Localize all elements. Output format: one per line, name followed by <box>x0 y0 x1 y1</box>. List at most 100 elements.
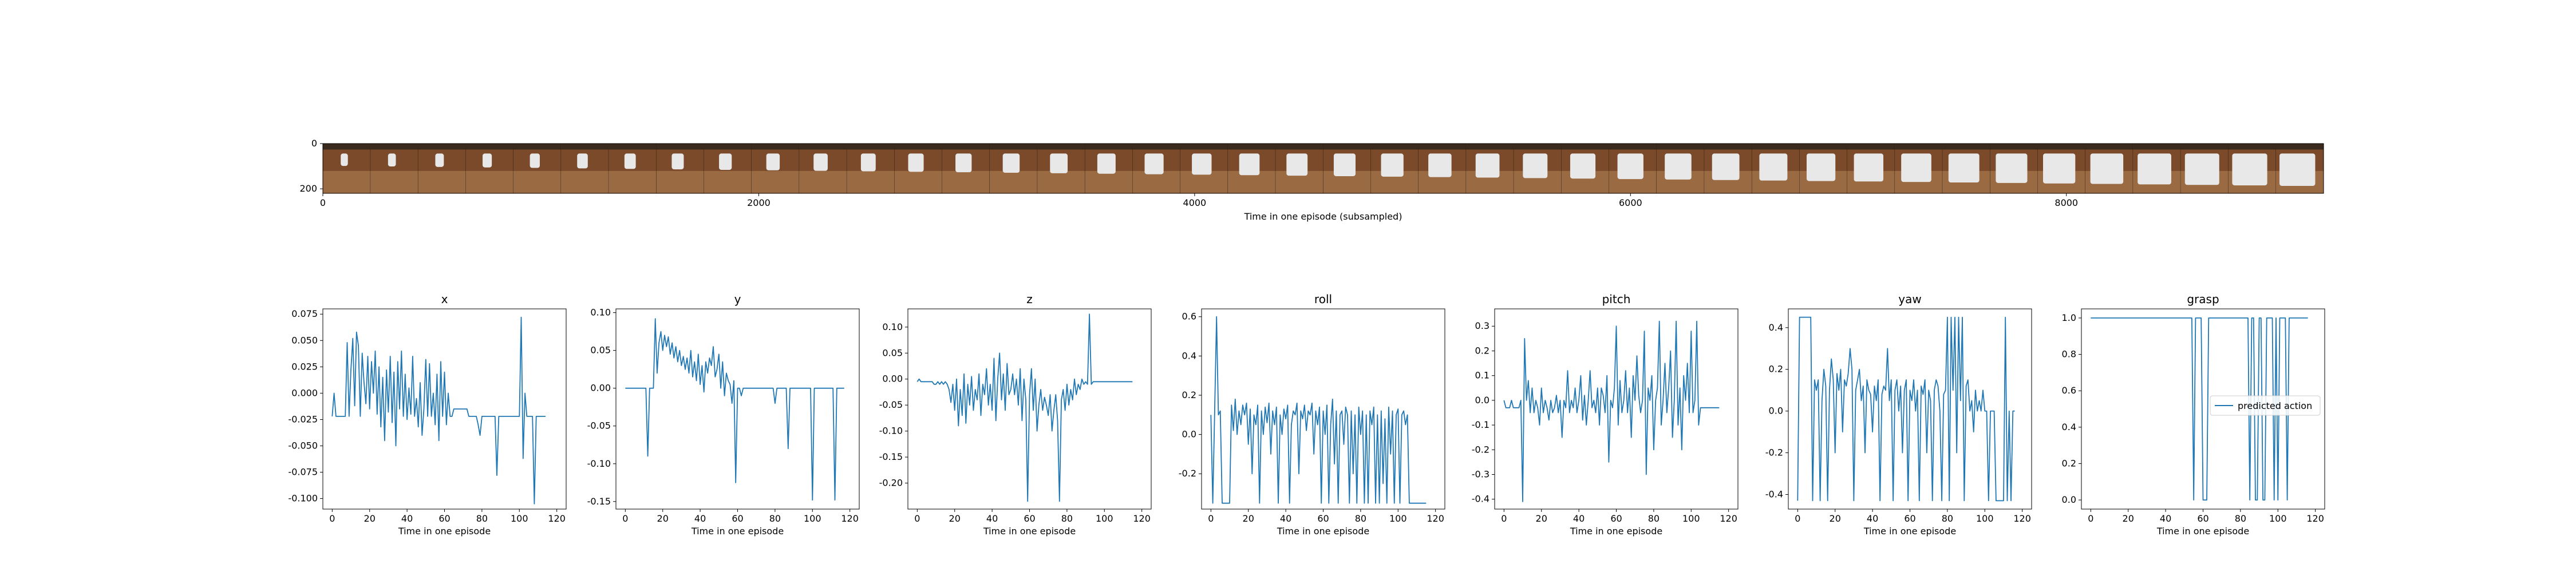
frame-top-shadow <box>1275 144 1323 150</box>
x-tick-label: 60 <box>1904 513 1915 524</box>
filmstrip-frame <box>990 144 1038 193</box>
frame-gripper <box>1050 153 1068 173</box>
frame-top-shadow <box>609 144 657 150</box>
x-tick-label: 100 <box>2269 513 2287 524</box>
frame-table-surface <box>990 170 1038 193</box>
filmstrip-frame <box>704 144 752 193</box>
filmstrip-frame <box>847 144 895 193</box>
y-tick-label: 0.050 <box>291 335 318 345</box>
frame-top-shadow <box>1942 144 1990 150</box>
x-tick-label: 60 <box>438 513 450 524</box>
frame-top-shadow <box>1799 144 1847 150</box>
y-tick-label: -0.10 <box>879 426 903 436</box>
frame-table-surface <box>561 170 609 193</box>
filmstrip-frame <box>1799 144 1848 193</box>
frame-top-shadow <box>1704 144 1752 150</box>
filmstrip-frame <box>656 144 705 193</box>
x-tick-label: 120 <box>841 513 859 524</box>
y-tick-label: 0.0 <box>2062 494 2076 505</box>
axes-frame <box>322 308 567 510</box>
frame-gripper <box>1617 153 1643 180</box>
frame-gripper <box>577 153 588 169</box>
x-tick-label: 0 <box>2088 513 2093 524</box>
y-tick-label: -0.10 <box>587 458 611 469</box>
x-tick-label: 40 <box>2160 513 2171 524</box>
filmstrip-frame <box>1275 144 1323 193</box>
filmstrip-frame <box>1180 144 1228 193</box>
chart-title: pitch <box>1602 292 1631 306</box>
y-tick-label: -0.050 <box>288 440 318 451</box>
frame-gripper <box>483 153 492 168</box>
frame-gripper <box>813 153 828 171</box>
x-tick-label: 80 <box>1061 513 1073 524</box>
frame-gripper <box>2090 153 2124 184</box>
filmstrip-frame <box>1752 144 1800 193</box>
filmstrip-frame <box>1228 144 1276 193</box>
frame-gripper <box>624 153 636 169</box>
filmstrip-frame <box>465 144 514 193</box>
frame-top-shadow <box>704 144 752 150</box>
x-tick-label: 0 <box>329 513 335 524</box>
y-tick-label: -0.1 <box>1472 419 1490 430</box>
frame-top-shadow <box>323 144 371 150</box>
filmstrip-frame <box>942 144 990 193</box>
frame-gripper <box>1144 153 1164 174</box>
y-tick-label: 0.10 <box>882 321 903 332</box>
y-tick-label: -0.100 <box>288 493 318 504</box>
filmstrip-frame <box>1323 144 1372 193</box>
frame-table-surface <box>751 170 800 193</box>
filmstrip-frame <box>1085 144 1133 193</box>
x-tick-label: 40 <box>694 513 706 524</box>
frame-top-shadow <box>1037 144 1085 150</box>
frame-top-shadow <box>1657 144 1705 150</box>
chart-title: yaw <box>1898 292 1921 306</box>
frame-gripper <box>1097 153 1116 174</box>
frame-top-shadow <box>2180 144 2229 150</box>
x-tick-label: 2000 <box>747 197 771 208</box>
x-tick-label: 40 <box>1867 513 1878 524</box>
frame-top-shadow <box>1847 144 1895 150</box>
y-tick-label: 0.2 <box>1182 390 1196 400</box>
frame-top-shadow <box>847 144 895 150</box>
x-tick-label: 60 <box>1024 513 1035 524</box>
series-line-x <box>331 316 546 505</box>
series-line-grasp <box>2091 317 2308 500</box>
filmstrip-frame <box>1704 144 1752 193</box>
frame-gripper <box>1475 153 1500 178</box>
frame-gripper <box>1996 153 2028 183</box>
y-tick-label: 0.05 <box>882 347 903 358</box>
frame-gripper <box>955 153 972 173</box>
chart-title: z <box>1026 292 1033 306</box>
x-tick-label: 80 <box>1648 513 1660 524</box>
x-tick-label: 20 <box>1536 513 1547 524</box>
x-tick-label: 40 <box>1280 513 1291 524</box>
filmstrip-frame <box>2133 144 2181 193</box>
x-tick-label: 100 <box>1389 513 1407 524</box>
x-tick-label: 80 <box>476 513 488 524</box>
filmstrip-frame <box>2037 144 2086 193</box>
filmstrip-frame <box>799 144 847 193</box>
chart-pitch: pitch 0 20 40 60 80 100 120 -0.4 -0.3 -0.2 -0.1 0.0 0… <box>1472 292 1739 537</box>
y-tick-label: -0.2 <box>1765 447 1783 458</box>
x-tick-label: 20 <box>364 513 376 524</box>
filmstrip-frame <box>513 144 562 193</box>
frame-top-shadow <box>894 144 942 150</box>
filmstrip-frame <box>323 144 371 193</box>
x-tick-label: 6000 <box>1619 197 1642 208</box>
frame-top-shadow <box>1132 144 1180 150</box>
filmstrip-xlabel: Time in one episode (subsampled) <box>1244 211 1402 222</box>
frame-gripper <box>530 153 540 168</box>
frame-top-shadow <box>370 144 418 150</box>
frame-top-shadow <box>751 144 800 150</box>
frame-top-shadow <box>1990 144 2038 150</box>
y-tick-label: 0.2 <box>1769 364 1783 375</box>
chart-yaw: yaw 0 20 40 60 80 100 120 -0.4 -0.2 0.0 0.2 0.4 Time … <box>1765 292 2032 537</box>
action-charts: x0 20 40 60 80 100 120-0.100-0.075-0.050-0.025… <box>288 292 2325 537</box>
frame-top-shadow <box>942 144 990 150</box>
chart-title: roll <box>1314 292 1332 306</box>
frame-gripper <box>2232 153 2267 186</box>
y-tick-label: -0.2 <box>1472 444 1490 455</box>
frame-top-shadow <box>1180 144 1228 150</box>
